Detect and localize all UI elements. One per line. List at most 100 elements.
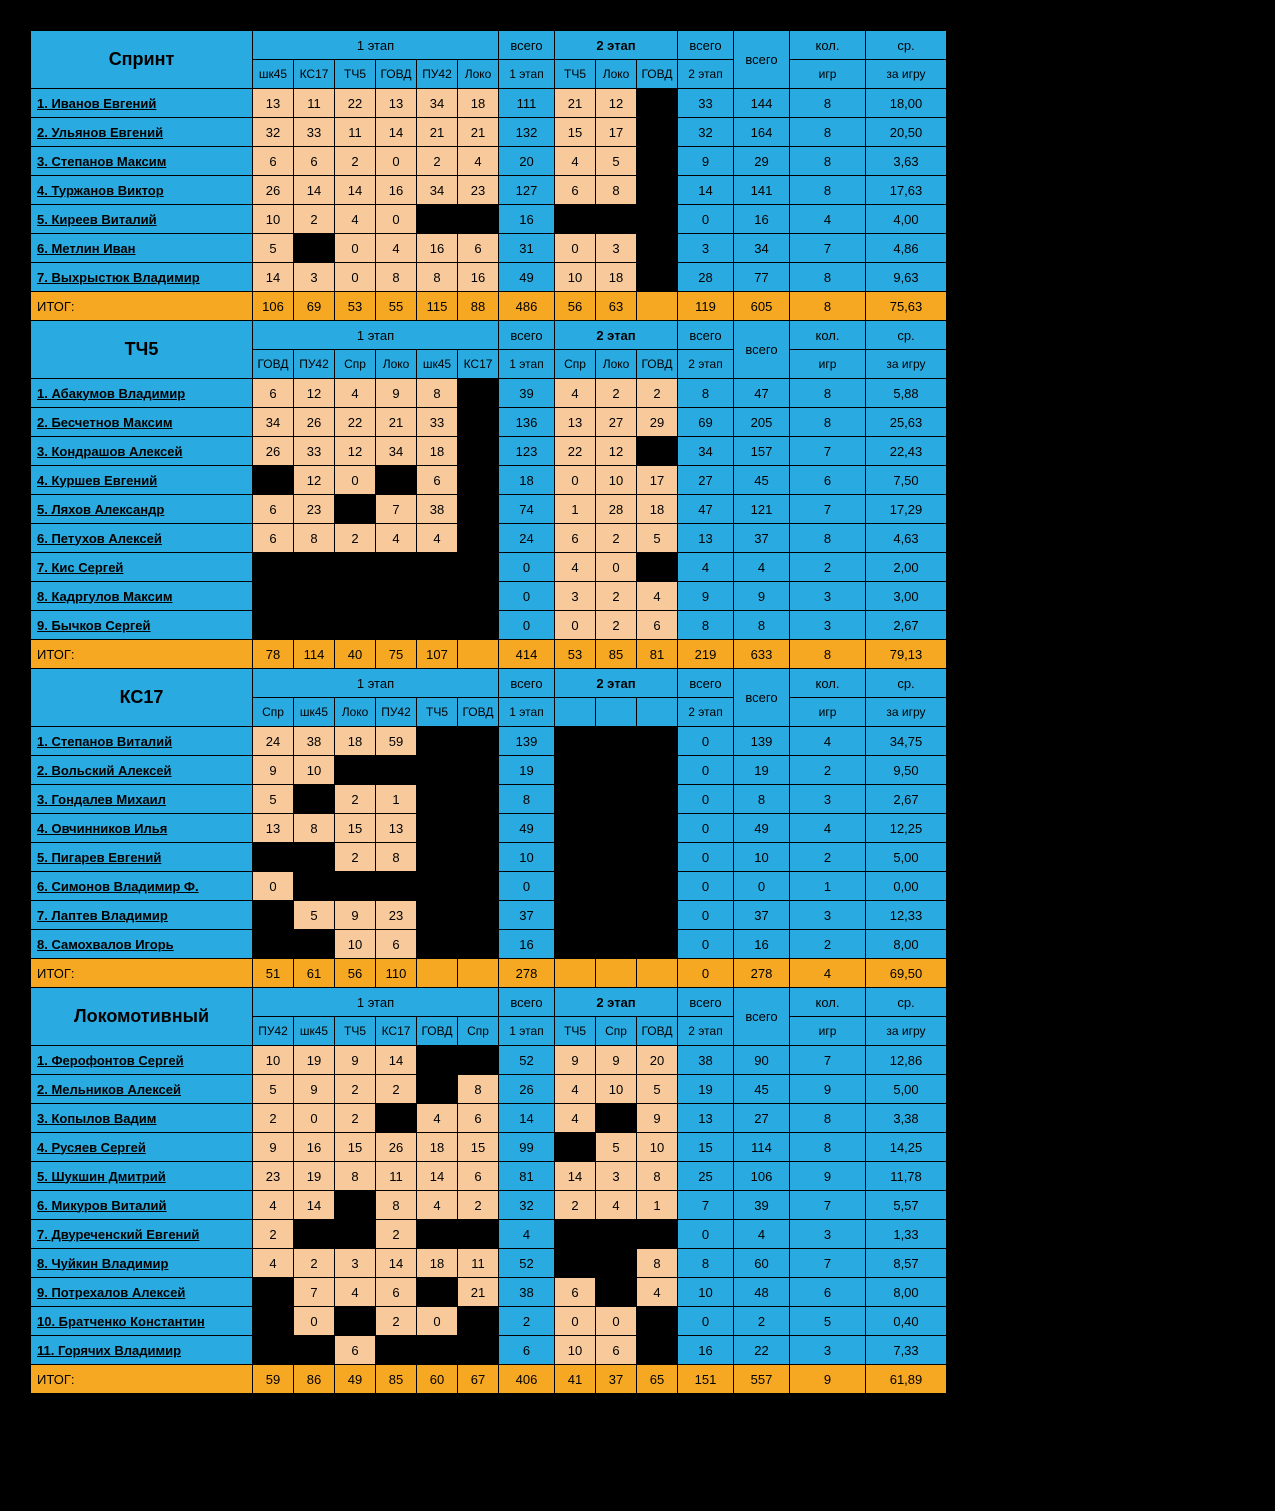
player-row: 7. Лаптев Владимир592337037312,33 xyxy=(31,901,947,930)
stage1-header: 1 этап xyxy=(253,31,499,60)
player-name: 8. Кадргулов Максим xyxy=(31,582,253,611)
player-name: 1. Иванов Евгений xyxy=(31,89,253,118)
player-row: 8. Кадргулов Максим03249933,00 xyxy=(31,582,947,611)
player-name: 9. Бычков Сергей xyxy=(31,611,253,640)
player-row: 2. Мельников Алексей59228264105194595,00 xyxy=(31,1075,947,1104)
player-name: 1. Абакумов Владимир xyxy=(31,379,253,408)
s1-col: Локо xyxy=(458,60,499,89)
avg-header: ср. xyxy=(866,669,947,698)
total-s1-header: всего xyxy=(499,988,555,1017)
total-s1-header: всего xyxy=(499,31,555,60)
player-row: 7. Двуреченский Евгений2240431,33 xyxy=(31,1220,947,1249)
player-name: 5. Ляхов Александр xyxy=(31,495,253,524)
s2-col: Локо xyxy=(596,350,637,379)
total-all-header: всего xyxy=(734,669,790,727)
games-sub: игр xyxy=(790,698,866,727)
totals-label: ИТОГ: xyxy=(31,640,253,669)
player-name: 6. Петухов Алексей xyxy=(31,524,253,553)
s2-col: Спр xyxy=(596,1017,637,1046)
player-name: 5. Шукшин Дмитрий xyxy=(31,1162,253,1191)
s1-col: Локо xyxy=(335,698,376,727)
player-name: 2. Бесчетнов Максим xyxy=(31,408,253,437)
avg-header: ср. xyxy=(866,988,947,1017)
player-name: 7. Лаптев Владимир xyxy=(31,901,253,930)
totals-row: ИТОГ:598649856067406413765151557961,89 xyxy=(31,1365,947,1394)
total-s1-header: всего xyxy=(499,321,555,350)
s1-col: ГОВД xyxy=(458,698,499,727)
player-name: 4. Туржанов Виктор xyxy=(31,176,253,205)
player-row: 11. Горячих Владимир66106162237,33 xyxy=(31,1336,947,1365)
player-row: 6. Симонов Владимир Ф.000010,00 xyxy=(31,872,947,901)
player-row: 7. Кис Сергей0404422,00 xyxy=(31,553,947,582)
s2-sub: 2 этап xyxy=(678,698,734,727)
s2-col: ГОВД xyxy=(637,350,678,379)
games-header: кол. xyxy=(790,31,866,60)
s2-col: ГОВД xyxy=(637,1017,678,1046)
player-name: 5. Киреев Виталий xyxy=(31,205,253,234)
total-s2-header: всего xyxy=(678,988,734,1017)
player-row: 4. Туржанов Виктор2614141634231276814141… xyxy=(31,176,947,205)
player-name: 6. Метлин Иван xyxy=(31,234,253,263)
s1-col: шк45 xyxy=(253,60,294,89)
s2-col: ТЧ5 xyxy=(555,60,596,89)
player-name: 3. Кондрашов Алексей xyxy=(31,437,253,466)
player-row: 1. Степанов Виталий243818591390139434,75 xyxy=(31,727,947,756)
player-row: 3. Копылов Вадим202461449132783,38 xyxy=(31,1104,947,1133)
player-row: 1. Ферофонтов Сергей10199145299203890712… xyxy=(31,1046,947,1075)
avg-sub: за игру xyxy=(866,698,947,727)
player-name: 7. Двуреченский Евгений xyxy=(31,1220,253,1249)
player-row: 2. Бесчетнов Максим342622213313613272969… xyxy=(31,408,947,437)
total-s2-header: всего xyxy=(678,31,734,60)
player-row: 5. Шукшин Дмитрий23198111468114382510691… xyxy=(31,1162,947,1191)
player-row: 4. Русяев Сергей916152618159951015114814… xyxy=(31,1133,947,1162)
player-row: 4. Овчинников Илья138151349049412,25 xyxy=(31,814,947,843)
player-row: 1. Абакумов Владимир6124983942284785,88 xyxy=(31,379,947,408)
s2-col xyxy=(596,698,637,727)
s2-sub: 2 этап xyxy=(678,60,734,89)
player-row: 7. Выхрыстюк Владимир1430881649101828778… xyxy=(31,263,947,292)
stage2-header: 2 этап xyxy=(555,988,678,1017)
s2-col xyxy=(555,698,596,727)
player-row: 3. Степанов Максим662024204592983,63 xyxy=(31,147,947,176)
player-name: 2. Вольский Алексей xyxy=(31,756,253,785)
player-name: 1. Ферофонтов Сергей xyxy=(31,1046,253,1075)
s1-col: Локо xyxy=(376,350,417,379)
avg-header: ср. xyxy=(866,31,947,60)
player-row: 1. Иванов Евгений13112213341811121123314… xyxy=(31,89,947,118)
player-name: 6. Микуров Виталий xyxy=(31,1191,253,1220)
total-all-header: всего xyxy=(734,988,790,1046)
player-name: 1. Степанов Виталий xyxy=(31,727,253,756)
player-name: 5. Пигарев Евгений xyxy=(31,843,253,872)
player-name: 3. Степанов Максим xyxy=(31,147,253,176)
totals-label: ИТОГ: xyxy=(31,292,253,321)
avg-sub: за игру xyxy=(866,60,947,89)
games-sub: игр xyxy=(790,60,866,89)
player-name: 6. Симонов Владимир Ф. xyxy=(31,872,253,901)
s1-col: ТЧ5 xyxy=(335,60,376,89)
player-row: 3. Гондалев Михаил52180832,67 xyxy=(31,785,947,814)
games-sub: игр xyxy=(790,1017,866,1046)
s2-sub: 2 этап xyxy=(678,350,734,379)
player-row: 2. Вольский Алексей9101901929,50 xyxy=(31,756,947,785)
team-name: Спринт xyxy=(31,31,253,89)
s2-sub: 2 этап xyxy=(678,1017,734,1046)
player-row: 9. Потрехалов Алексей746213864104868,00 xyxy=(31,1278,947,1307)
player-row: 6. Микуров Виталий4148423224173975,57 xyxy=(31,1191,947,1220)
player-row: 3. Кондрашов Алексей26331234181232212341… xyxy=(31,437,947,466)
total-all-header: всего xyxy=(734,31,790,89)
s1-col: ГОВД xyxy=(376,60,417,89)
player-row: 4. Куршев Евгений12061801017274567,50 xyxy=(31,466,947,495)
s1-col: КС17 xyxy=(294,60,335,89)
s1-col: ТЧ5 xyxy=(335,1017,376,1046)
s1-sub: 1 этап xyxy=(499,60,555,89)
total-all-header: всего xyxy=(734,321,790,379)
s1-col: шк45 xyxy=(417,350,458,379)
s2-col xyxy=(637,698,678,727)
s1-col: ГОВД xyxy=(417,1017,458,1046)
player-name: 2. Мельников Алексей xyxy=(31,1075,253,1104)
s1-sub: 1 этап xyxy=(499,698,555,727)
stats-table: Спринт1 этапвсего2 этапвсеговсегокол.ср.… xyxy=(30,30,947,1394)
total-s2-header: всего xyxy=(678,321,734,350)
s1-col: Спр xyxy=(335,350,376,379)
s2-col: Локо xyxy=(596,60,637,89)
